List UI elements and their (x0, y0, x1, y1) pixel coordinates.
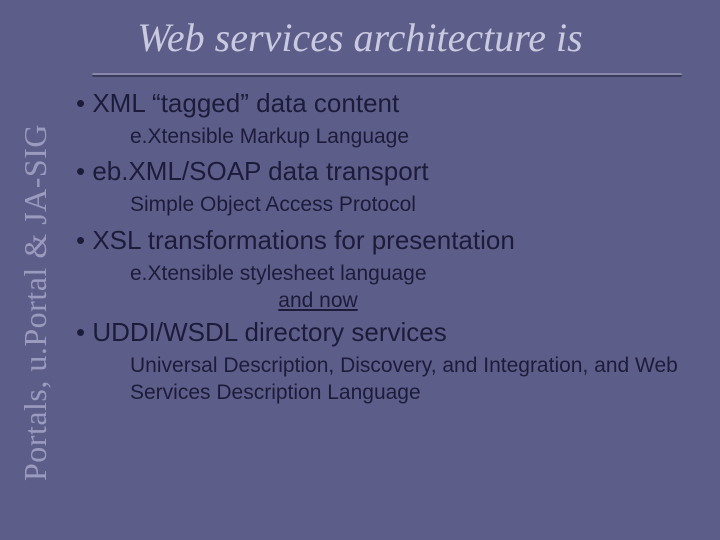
title-underline (92, 73, 682, 77)
slide-title: Web services architecture is (0, 14, 720, 61)
sidebar: Portals, u.Portal & JA-SIG (10, 76, 60, 528)
bullet-4: • UDDI/WSDL directory services (76, 317, 700, 348)
transition-text: and now (76, 289, 700, 313)
bullet-3: • XSL transformations for presentation (76, 225, 700, 256)
content-body: • XML “tagged” data content e.Xtensible … (76, 84, 700, 412)
bullet-3-sub: e.Xtensible stylesheet language (130, 260, 700, 287)
bullet-4-sub: Universal Description, Discovery, and In… (130, 352, 700, 407)
bullet-1: • XML “tagged” data content (76, 88, 700, 119)
bullet-2: • eb.XML/SOAP data transport (76, 156, 700, 187)
title-area: Web services architecture is (0, 0, 720, 69)
bullet-1-sub: e.Xtensible Markup Language (130, 123, 700, 150)
bullet-2-sub: Simple Object Access Protocol (130, 191, 700, 218)
sidebar-label: Portals, u.Portal & JA-SIG (17, 124, 54, 481)
